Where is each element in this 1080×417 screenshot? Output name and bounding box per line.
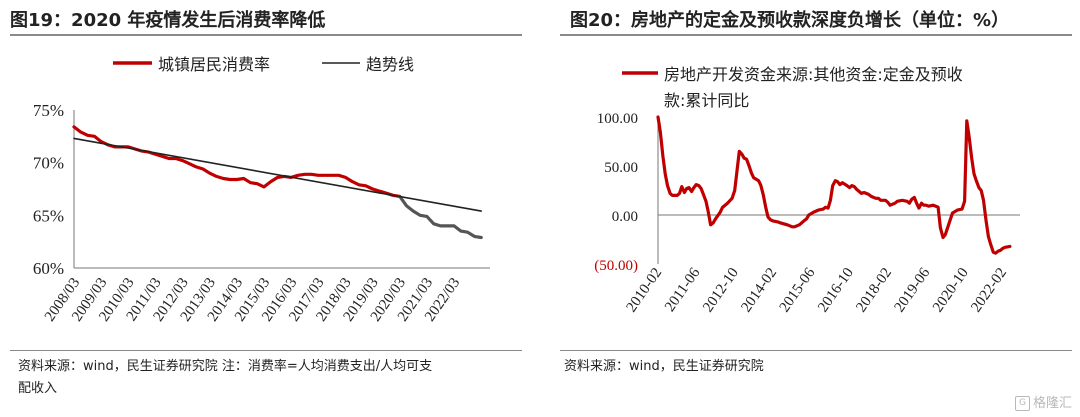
left-series-line-1 (398, 194, 483, 240)
left-series-line-2 (73, 137, 482, 212)
left-source-rule (10, 350, 522, 351)
right-source-line-1: 资料来源：wind，民生证券研究院 (564, 359, 764, 374)
right-series-line-0 (656, 115, 1012, 255)
right-figure: 图20：房地产的定金及预收款深度负增长（单位：%） 房地产开发资金来源:其他资金… (560, 0, 1080, 417)
left-figure: 图19：2020 年疫情发生后消费率降低 城镇居民消费率 趋势线 75% 70% 6… (0, 0, 530, 417)
right-y-tick-label: 0.00 (612, 209, 638, 225)
right-title-rule (560, 34, 1072, 36)
watermark: G 格隆汇 (1014, 392, 1072, 411)
left-y-tick-label: 60% (33, 259, 64, 278)
right-x-tick-label: 2011-06 (662, 265, 704, 315)
watermark-text: 格隆汇 (1032, 396, 1072, 411)
left-source-note: 资料来源：wind，民生证券研究院 注：消费率=人均消费支出/人均可支 配收入 (18, 356, 432, 400)
left-chart-title: 图19：2020 年疫情发生后消费率降低 (10, 10, 326, 31)
right-chart-title: 图20：房地产的定金及预收款深度负增长（单位：%） (570, 10, 1010, 31)
left-y-tick-label: 65% (33, 206, 64, 225)
left-legend-label-consumption: 城镇居民消费率 (158, 55, 270, 74)
right-source-rule (560, 350, 1072, 351)
left-y-tick-label: 70% (33, 154, 64, 173)
right-chart: 房地产开发资金来源:其他资金:定金及预收 款:累计同比 100.00 50.00 0… (594, 65, 1020, 316)
right-x-tick-label: 2018-02 (853, 265, 895, 315)
left-legend-label-trend: 趋势线 (366, 55, 414, 74)
right-x-tick-label: 2012-10 (700, 265, 742, 315)
right-legend-label-line-2: 款:累计同比 (664, 91, 749, 110)
right-y-tick-label: (50.00) (594, 258, 638, 274)
right-x-tick-label: 2014-02 (738, 265, 780, 315)
right-x-tick-label: 2022-02 (968, 265, 1010, 315)
left-legend: 城镇居民消费率 趋势线 (113, 55, 414, 74)
right-legend-label-line-1: 房地产开发资金来源:其他资金:定金及预收 (664, 65, 963, 84)
watermark-logo-icon: G (1014, 396, 1030, 411)
left-y-tick-label: 75% (33, 101, 64, 120)
right-x-tick-label: 2020-10 (930, 265, 972, 315)
left-source-line-2: 配收入 (18, 381, 58, 396)
right-x-tick-label: 2019-06 (892, 265, 934, 316)
right-source-note: 资料来源：wind，民生证券研究院 (564, 356, 764, 378)
right-y-tick-label: 50.00 (604, 160, 638, 176)
right-legend: 房地产开发资金来源:其他资金:定金及预收 款:累计同比 (622, 65, 963, 110)
right-x-tick-label: 2015-06 (777, 265, 819, 316)
right-y-tick-label: 100.00 (597, 111, 638, 127)
left-source-line-1: 资料来源：wind，民生证券研究院 注：消费率=人均消费支出/人均可支 (18, 359, 433, 374)
left-series-line-0 (72, 125, 402, 198)
left-chart: 城镇居民消费率 趋势线 75%70%65%60%2008/032009/0320… (33, 55, 490, 325)
left-title-rule (10, 34, 522, 36)
right-x-tick-label: 2016-10 (815, 265, 857, 315)
